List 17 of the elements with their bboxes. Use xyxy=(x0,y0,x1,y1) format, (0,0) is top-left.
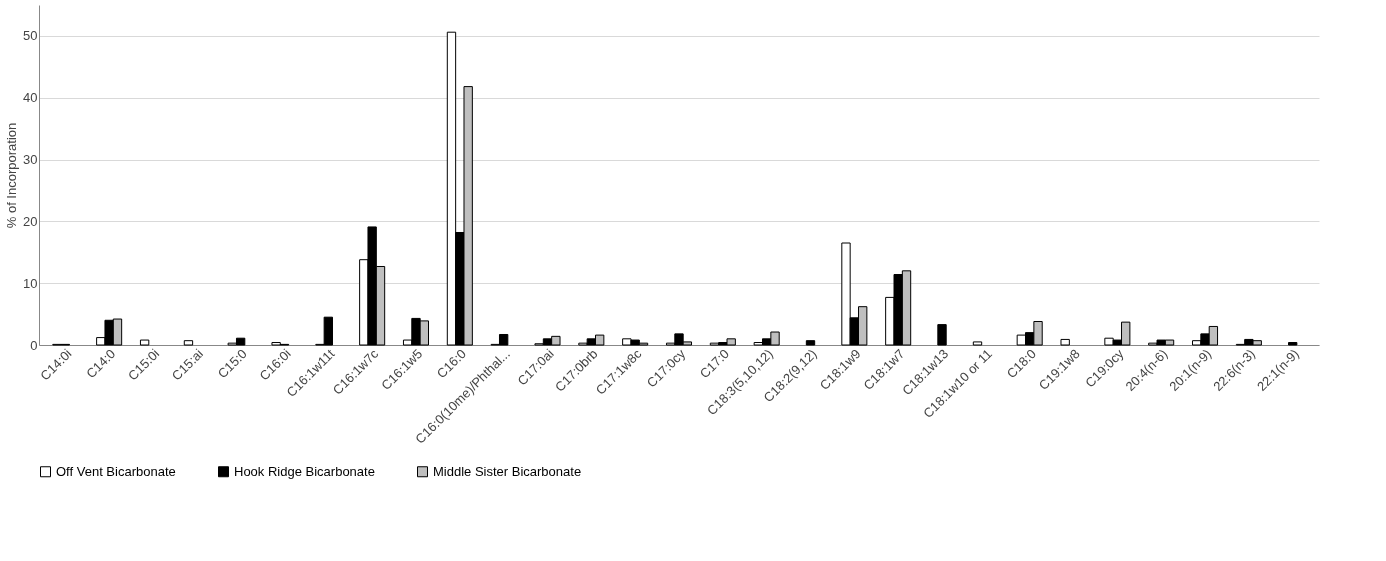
y-tick-label: 30 xyxy=(23,152,38,168)
y-tick-label: 50 xyxy=(23,28,38,44)
y-tick-label: 20 xyxy=(23,213,38,229)
legend-label: Middle Sister Bicarbonate xyxy=(433,463,582,479)
bar xyxy=(937,324,947,346)
y-tick-label: 40 xyxy=(23,90,38,106)
legend-label: Hook Ridge Bicarbonate xyxy=(234,463,375,479)
bar xyxy=(972,341,983,346)
y-tick-label: 10 xyxy=(23,275,38,291)
y-tick-label: 0 xyxy=(30,337,38,353)
bar xyxy=(1060,338,1070,346)
bar xyxy=(183,340,194,346)
y-axis-title: % of Incorporation xyxy=(4,122,20,229)
bar xyxy=(805,340,816,346)
bar xyxy=(139,339,150,346)
legend-label: Off Vent Bicarbonate xyxy=(56,463,176,479)
bar xyxy=(1288,342,1298,346)
